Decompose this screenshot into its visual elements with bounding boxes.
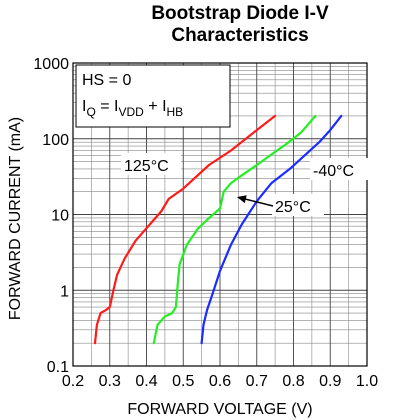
y-tick-label: 1000 bbox=[33, 56, 69, 73]
plot-frame bbox=[72, 62, 368, 367]
y-tick-label: 1 bbox=[60, 283, 69, 300]
series-line-2 bbox=[200, 114, 343, 345]
label-minus40c-background bbox=[310, 158, 368, 180]
series-line-1 bbox=[152, 114, 317, 345]
y-tick-labels: 0.1 1 10 100 1000 bbox=[33, 56, 69, 376]
x-tick-label: 0.2 bbox=[62, 373, 84, 390]
series-layer bbox=[93, 114, 343, 345]
condition-iq: IQ = IVDD + IHB bbox=[82, 98, 183, 119]
x-tick-label: 0.3 bbox=[99, 373, 121, 390]
x-tick-label: 0.4 bbox=[135, 373, 157, 390]
x-tick-label: 1.0 bbox=[356, 373, 378, 390]
arrow-25c bbox=[242, 197, 274, 207]
iq-plus: + I bbox=[144, 98, 167, 115]
x-tick-label: 0.7 bbox=[246, 373, 268, 390]
vdd-sub: VDD bbox=[118, 105, 144, 119]
iq-sub: Q bbox=[86, 105, 95, 119]
chart-title: Bootstrap Diode I-V Characteristics bbox=[90, 3, 390, 47]
chart-title-line-2: Characteristics bbox=[171, 25, 309, 46]
y-axis-label: FORWARD CURRENT (mA) bbox=[7, 117, 24, 320]
x-tick-label: 0.8 bbox=[282, 373, 304, 390]
arrow-25c-head bbox=[237, 195, 247, 204]
label-25c-background bbox=[272, 194, 324, 216]
condition-hs: HS = 0 bbox=[82, 72, 131, 89]
label-125c-background bbox=[121, 153, 181, 175]
series-line-0 bbox=[93, 114, 277, 345]
chart-title-line-1: Bootstrap Diode I-V bbox=[151, 3, 329, 24]
label-minus40c: -40°C bbox=[313, 163, 354, 180]
label-125c: 125°C bbox=[124, 158, 169, 175]
x-tick-label: 0.6 bbox=[209, 373, 231, 390]
label-25c: 25°C bbox=[275, 199, 311, 216]
iq-eq: = I bbox=[96, 98, 119, 115]
y-tick-label: 100 bbox=[42, 132, 69, 149]
y-tick-label: 10 bbox=[51, 208, 69, 225]
hb-sub: HB bbox=[167, 105, 184, 119]
x-tick-label: 0.5 bbox=[172, 373, 194, 390]
conditions-box bbox=[75, 64, 231, 128]
y-tick-label: 0.1 bbox=[47, 359, 69, 376]
x-axis-label: FORWARD VOLTAGE (V) bbox=[127, 401, 312, 418]
x-tick-label: 0.9 bbox=[319, 373, 341, 390]
iq-main: I bbox=[82, 98, 86, 115]
x-tick-labels: 0.2 0.3 0.4 0.5 0.6 0.7 0.8 0.9 1.0 bbox=[62, 373, 378, 390]
